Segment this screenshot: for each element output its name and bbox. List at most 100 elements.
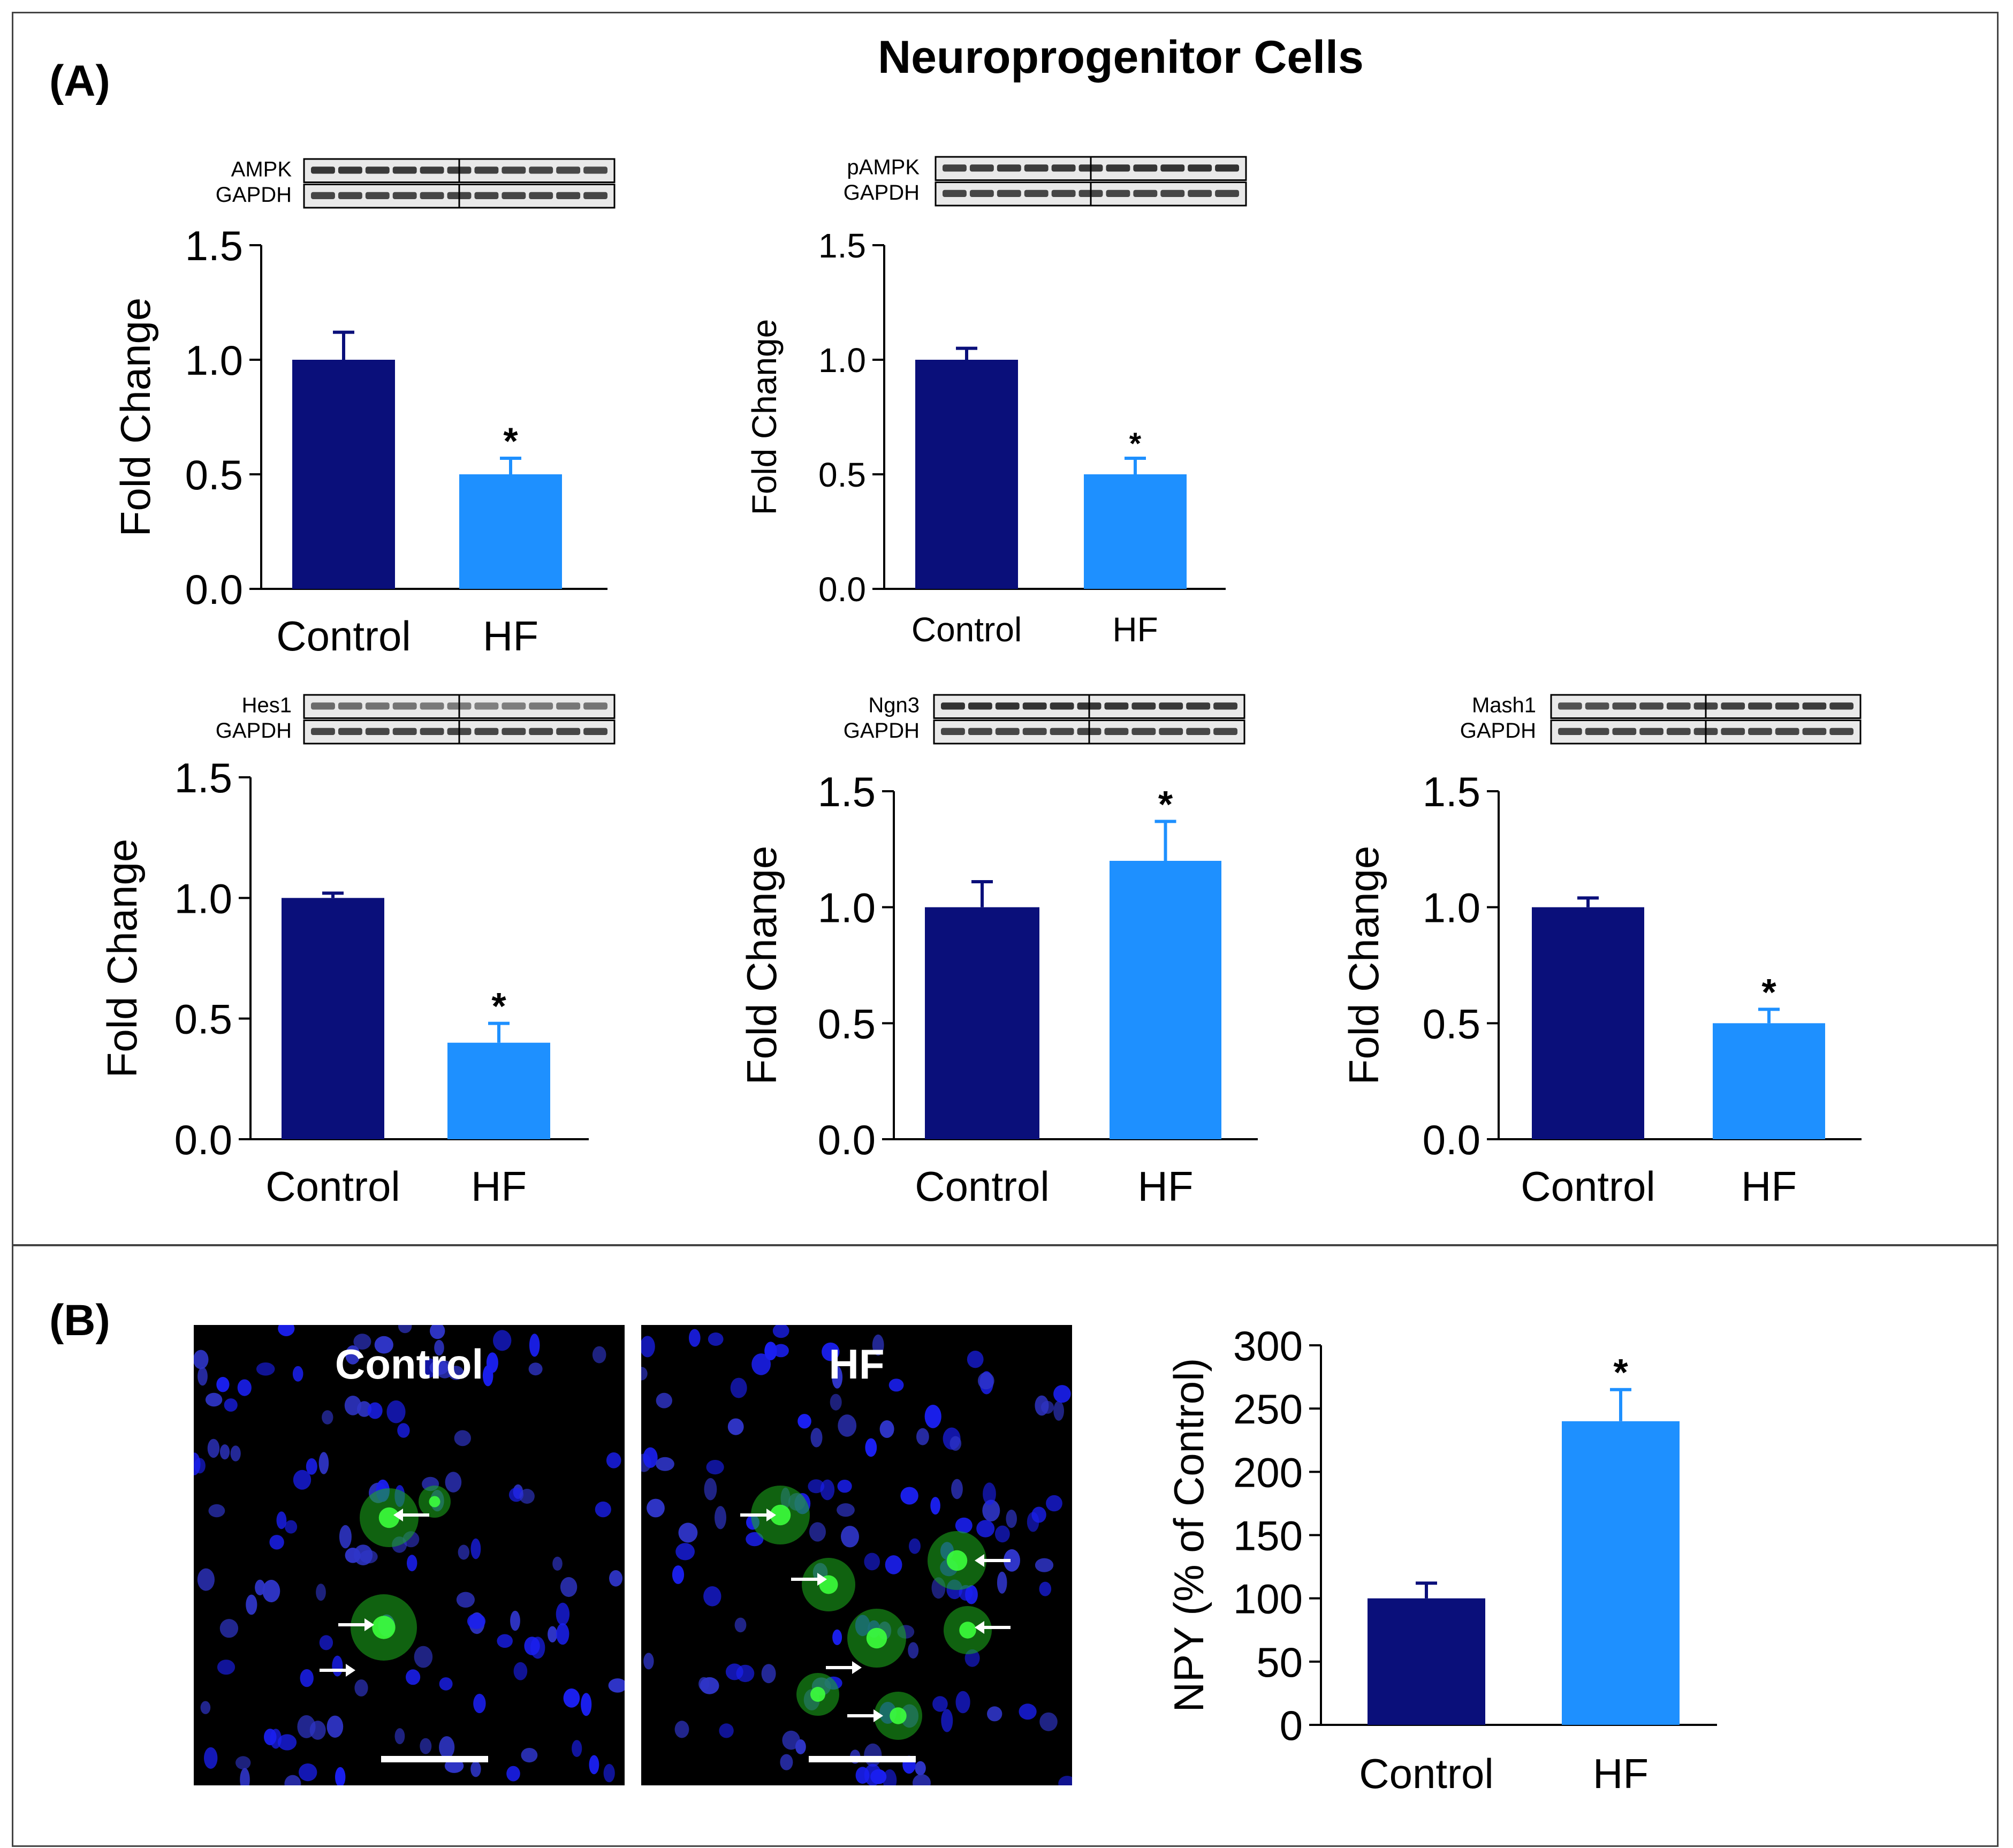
blot-band bbox=[1748, 702, 1772, 710]
nucleus bbox=[941, 1709, 953, 1732]
blot-band bbox=[1160, 190, 1185, 198]
blot-protein-label: pAMPK bbox=[847, 155, 920, 179]
blot-band bbox=[1639, 728, 1663, 736]
blot-band bbox=[311, 166, 335, 174]
nucleus bbox=[556, 1623, 569, 1645]
arrow-right-icon bbox=[826, 1661, 862, 1674]
nucleus bbox=[473, 1693, 486, 1714]
blot-band bbox=[1775, 728, 1799, 736]
nucleus bbox=[556, 1602, 570, 1626]
nucleus bbox=[548, 1626, 558, 1642]
nucleus bbox=[930, 1497, 940, 1515]
nucleus bbox=[339, 1525, 352, 1549]
bar-hf bbox=[459, 474, 562, 589]
panel-a-label: (A) bbox=[49, 57, 110, 105]
blot-band bbox=[365, 702, 390, 710]
nucleus bbox=[482, 1365, 493, 1387]
panel-b-label: (B) bbox=[49, 1296, 110, 1345]
blot-band bbox=[311, 728, 335, 736]
blot-band bbox=[392, 702, 417, 710]
nucleus bbox=[643, 1447, 658, 1468]
nucleus bbox=[837, 1503, 855, 1517]
nucleus bbox=[493, 1330, 512, 1351]
nucleus bbox=[429, 1360, 449, 1375]
blot-band bbox=[583, 192, 607, 200]
nucleus bbox=[204, 1747, 218, 1769]
nucleus bbox=[276, 1511, 287, 1529]
nucleus bbox=[445, 1472, 462, 1493]
y-tick-label: 300 bbox=[1233, 1322, 1303, 1369]
nucleus bbox=[734, 1617, 747, 1633]
chart-3: 0.0 0.5 1.0 1.5 Control * HF Fold Change bbox=[738, 768, 1258, 1210]
nucleus bbox=[995, 1525, 1010, 1543]
npy-positive-cell-core bbox=[372, 1616, 396, 1639]
nucleus bbox=[454, 1430, 471, 1446]
blot-band bbox=[1639, 702, 1663, 710]
blot-band bbox=[1666, 702, 1691, 710]
nucleus bbox=[698, 1677, 710, 1691]
x-tick-label: Control bbox=[1359, 1750, 1493, 1797]
blot-band bbox=[1558, 702, 1582, 710]
scale-bar bbox=[381, 1756, 488, 1762]
nucleus bbox=[997, 1571, 1007, 1594]
x-tick-label: HF bbox=[471, 1163, 527, 1210]
blot-band bbox=[1612, 728, 1637, 736]
nucleus bbox=[715, 1506, 726, 1529]
nucleus bbox=[322, 1410, 333, 1425]
nucleus bbox=[838, 1414, 857, 1437]
nucleus bbox=[497, 1634, 513, 1648]
blot-band bbox=[995, 728, 1020, 736]
blot-band bbox=[1186, 728, 1211, 736]
nucleus bbox=[208, 1504, 225, 1518]
significance-marker: * bbox=[1761, 971, 1776, 1013]
nucleus bbox=[572, 1740, 582, 1757]
blot-band bbox=[529, 702, 553, 710]
nucleus bbox=[727, 1418, 744, 1435]
blot-band bbox=[1106, 164, 1130, 172]
nucleus bbox=[470, 1761, 481, 1777]
nucleus bbox=[955, 1517, 973, 1534]
nucleus bbox=[822, 1342, 840, 1361]
nucleus bbox=[194, 1452, 201, 1475]
bar-hf bbox=[1084, 474, 1187, 589]
y-tick-label: 1.5 bbox=[818, 768, 876, 815]
chart-0: 0.0 0.5 1.0 1.5 Control * HF Fold Change bbox=[112, 222, 607, 660]
blot-band bbox=[1131, 702, 1156, 710]
nucleus bbox=[284, 1775, 301, 1785]
blot-band bbox=[997, 190, 1021, 198]
nucleus bbox=[641, 1336, 655, 1358]
nucleus bbox=[529, 1334, 540, 1357]
nucleus bbox=[736, 1664, 755, 1683]
y-tick-label: 0.0 bbox=[818, 1116, 876, 1163]
nucleus bbox=[406, 1669, 421, 1685]
nucleus bbox=[1006, 1509, 1017, 1528]
blot-band bbox=[338, 702, 362, 710]
x-tick-label: HF bbox=[1138, 1163, 1194, 1210]
arrow-right-icon bbox=[847, 1709, 883, 1722]
bar-control bbox=[925, 907, 1039, 1139]
blot-band bbox=[943, 190, 967, 198]
blot-band bbox=[556, 166, 581, 174]
nucleus bbox=[430, 1325, 445, 1339]
blot-loading-label: GAPDH bbox=[844, 181, 920, 205]
blot-band bbox=[529, 192, 553, 200]
blot-band bbox=[392, 166, 417, 174]
y-tick-label: 0.5 bbox=[1423, 1000, 1480, 1047]
nucleus bbox=[414, 1646, 433, 1668]
nucleus bbox=[277, 1734, 297, 1751]
y-tick-label: 1.5 bbox=[185, 222, 243, 269]
nucleus bbox=[581, 1693, 592, 1716]
nucleus bbox=[219, 1444, 230, 1460]
blot-band bbox=[1024, 164, 1049, 172]
nucleus bbox=[837, 1480, 852, 1493]
bar-control bbox=[1532, 907, 1644, 1139]
y-axis-label: Fold Change bbox=[745, 319, 784, 515]
npy-positive-cell-core bbox=[770, 1504, 791, 1526]
nucleus bbox=[746, 1532, 764, 1547]
blot-band bbox=[1188, 190, 1212, 198]
nucleus bbox=[216, 1377, 230, 1392]
blot-band bbox=[1213, 702, 1237, 710]
y-tick-label: 0.0 bbox=[174, 1116, 232, 1163]
blot-band bbox=[1775, 702, 1799, 710]
